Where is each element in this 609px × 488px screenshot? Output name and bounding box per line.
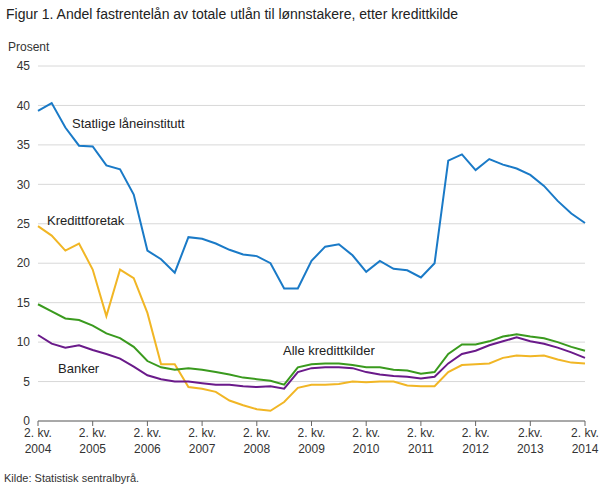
svg-text:2. kv.2009: 2. kv.2009 bbox=[298, 426, 326, 456]
svg-text:2. kv.2011: 2. kv.2011 bbox=[407, 426, 435, 456]
svg-text:2. kv.2012: 2. kv.2012 bbox=[462, 426, 490, 456]
svg-text:35: 35 bbox=[17, 138, 31, 152]
svg-text:2. kv.2008: 2. kv.2008 bbox=[243, 426, 271, 456]
svg-text:25: 25 bbox=[17, 217, 31, 231]
svg-text:20: 20 bbox=[17, 256, 31, 270]
svg-text:2. kv.2014: 2. kv.2014 bbox=[571, 426, 599, 456]
svg-text:5: 5 bbox=[23, 375, 30, 389]
svg-text:10: 10 bbox=[17, 335, 31, 349]
html-text:Kredittforetak: Kredittforetak bbox=[47, 213, 125, 228]
svg-text:30: 30 bbox=[17, 178, 31, 192]
svg-text:2. kv.2005: 2. kv.2005 bbox=[79, 426, 107, 456]
svg-text:2.kv.2013: 2.kv.2013 bbox=[517, 426, 544, 456]
svg-text:2. kv.2004: 2. kv.2004 bbox=[24, 426, 52, 456]
html-text:Alle kredittkilder: Alle kredittkilder bbox=[283, 343, 375, 358]
html-text:Prosent: Prosent bbox=[8, 40, 50, 54]
html-text:Kilde: Statistisk sentralbyrå.: Kilde: Statistisk sentralbyrå. bbox=[4, 472, 140, 484]
html-text:Banker: Banker bbox=[58, 361, 100, 376]
html-text:Figur 1. Andel fastrentelån av: Figur 1. Andel fastrentelån av totale ut… bbox=[6, 6, 459, 22]
svg-text:15: 15 bbox=[17, 296, 31, 310]
svg-text:2. kv.2007: 2. kv.2007 bbox=[188, 426, 216, 456]
svg-text:2. kv.2006: 2. kv.2006 bbox=[134, 426, 162, 456]
html-text:Statlige låneinstitutt: Statlige låneinstitutt bbox=[72, 116, 185, 131]
svg-text:2. kv.2010: 2. kv.2010 bbox=[352, 426, 380, 456]
svg-text:40: 40 bbox=[17, 99, 31, 113]
svg-text:45: 45 bbox=[17, 59, 31, 73]
svg-text:0: 0 bbox=[23, 414, 30, 428]
